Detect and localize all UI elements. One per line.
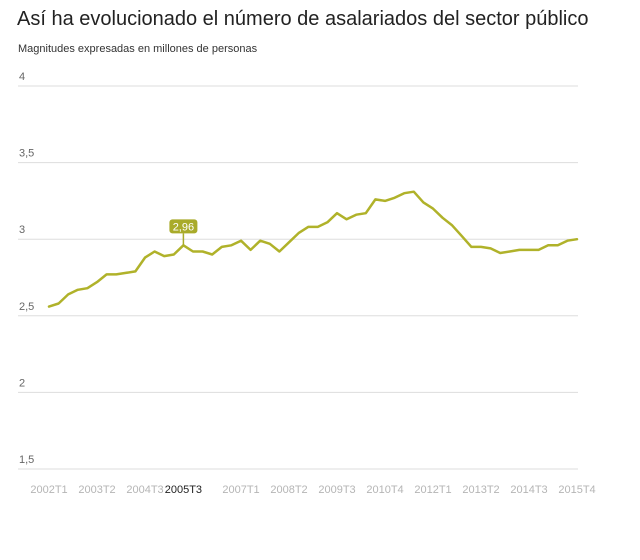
- tooltip-label: 2,96: [173, 221, 194, 233]
- data-point[interactable]: [46, 304, 52, 310]
- data-point[interactable]: [382, 198, 388, 204]
- x-tick-label: 2012T1: [414, 484, 451, 496]
- x-tick-label: 2014T3: [510, 484, 547, 496]
- chart-title: Así ha evolucionado el número de asalari…: [17, 8, 589, 30]
- data-point[interactable]: [430, 206, 436, 212]
- chart-subtitle: Magnitudes expresadas en millones de per…: [18, 43, 258, 55]
- data-point[interactable]: [440, 215, 446, 221]
- gridlines: [18, 85, 578, 470]
- data-point[interactable]: [372, 196, 378, 202]
- series-line[interactable]: [47, 190, 579, 308]
- data-point[interactable]: [219, 244, 225, 250]
- data-point[interactable]: [497, 250, 503, 256]
- x-tick-label: 2013T2: [462, 484, 499, 496]
- x-tick-label: 2008T2: [270, 484, 307, 496]
- data-point[interactable]: [459, 233, 465, 239]
- data-point[interactable]: [104, 271, 110, 277]
- data-point[interactable]: [411, 189, 417, 195]
- data-point[interactable]: [267, 241, 273, 247]
- x-tick-label: 2015T4: [558, 484, 595, 496]
- data-point[interactable]: [94, 279, 100, 285]
- y-axis-ticks: 1,5 2 2,5 3 3,5 4: [19, 71, 34, 466]
- data-point[interactable]: [286, 239, 292, 245]
- data-point[interactable]: [478, 244, 484, 250]
- x-tick-label: 2009T3: [318, 484, 355, 496]
- data-point[interactable]: [152, 248, 158, 254]
- data-point[interactable]: [353, 212, 359, 218]
- data-point[interactable]: [574, 236, 580, 242]
- data-point[interactable]: [545, 242, 551, 248]
- x-axis-ticks: 2002T1 2003T2 2004T3 2005T3 2007T1 2008T2 2009…: [30, 484, 595, 496]
- data-point[interactable]: [488, 245, 494, 251]
- data-point[interactable]: [123, 270, 129, 276]
- y-tick-label: 3,5: [19, 148, 34, 160]
- data-point[interactable]: [84, 285, 90, 291]
- data-point[interactable]: [248, 247, 254, 253]
- data-point[interactable]: [334, 210, 340, 216]
- data-point[interactable]: [257, 238, 263, 244]
- data-point[interactable]: [56, 301, 62, 307]
- data-point[interactable]: [401, 190, 407, 196]
- y-tick-label: 2: [19, 377, 25, 389]
- x-tick-label: 2003T2: [78, 484, 115, 496]
- data-point[interactable]: [65, 291, 71, 297]
- data-point[interactable]: [420, 199, 426, 205]
- data-point[interactable]: [132, 268, 138, 274]
- data-point[interactable]: [555, 242, 561, 248]
- data-point[interactable]: [363, 210, 369, 216]
- data-point[interactable]: [564, 238, 570, 244]
- tooltip-box: [169, 219, 198, 234]
- x-tick-label: 2007T1: [222, 484, 259, 496]
- series-layer[interactable]: [46, 189, 580, 310]
- y-tick-label: 3: [19, 224, 25, 236]
- data-point[interactable]: [516, 247, 522, 253]
- data-point[interactable]: [315, 224, 321, 230]
- data-point[interactable]: [392, 195, 398, 201]
- data-point[interactable]: [171, 252, 177, 258]
- data-point[interactable]: [468, 244, 474, 250]
- y-tick-label: 4: [19, 71, 25, 83]
- x-tick-label: 2004T3: [126, 484, 163, 496]
- data-point[interactable]: [209, 252, 215, 258]
- x-tick-label: 2010T4: [366, 484, 403, 496]
- data-point[interactable]: [238, 238, 244, 244]
- data-point[interactable]: [142, 255, 148, 261]
- data-point[interactable]: [536, 247, 542, 253]
- y-tick-label: 2,5: [19, 301, 34, 313]
- data-point[interactable]: [113, 271, 119, 277]
- tooltip: 2,96: [169, 219, 198, 246]
- data-point[interactable]: [449, 222, 455, 228]
- y-tick-label: 1,5: [19, 454, 34, 466]
- data-point[interactable]: [305, 224, 311, 230]
- data-point[interactable]: [344, 216, 350, 222]
- data-point[interactable]: [75, 287, 81, 293]
- data-point[interactable]: [190, 248, 196, 254]
- data-point[interactable]: [228, 242, 234, 248]
- data-point[interactable]: [200, 248, 206, 254]
- data-point[interactable]: [507, 248, 513, 254]
- data-point[interactable]: [276, 248, 282, 254]
- x-tick-label: 2005T3: [165, 484, 202, 496]
- x-tick-label: 2002T1: [30, 484, 67, 496]
- data-point[interactable]: [161, 253, 167, 259]
- data-point[interactable]: [526, 247, 532, 253]
- data-point[interactable]: [324, 219, 330, 225]
- data-point[interactable]: [296, 230, 302, 236]
